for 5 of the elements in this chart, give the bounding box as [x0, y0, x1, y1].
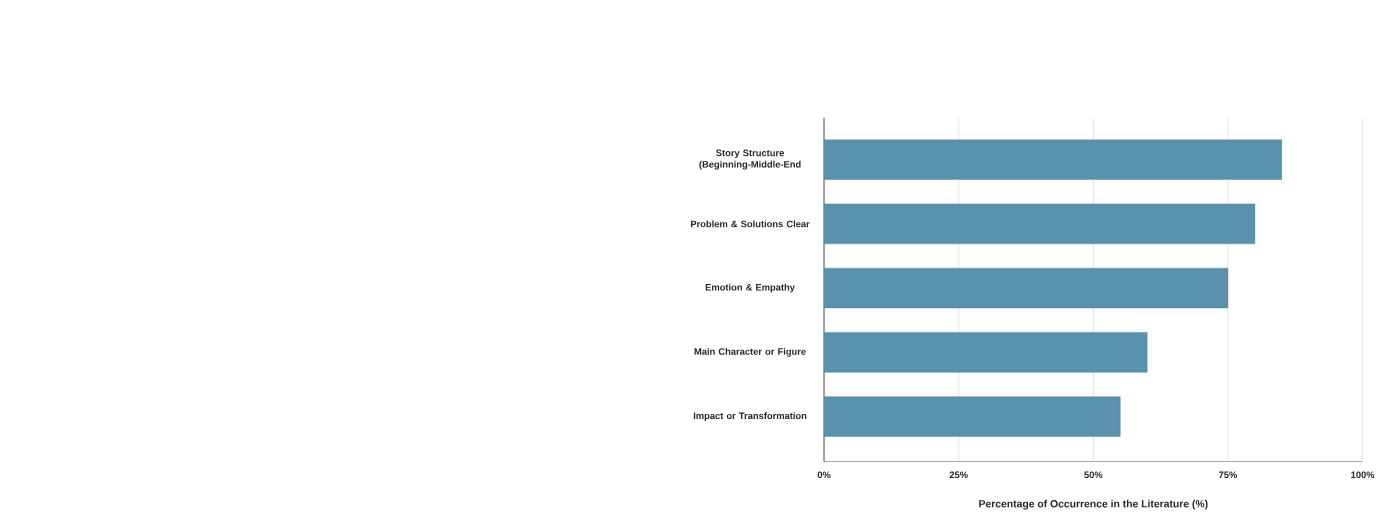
bar [824, 332, 1148, 373]
bar [824, 139, 1283, 181]
bar [824, 204, 1256, 245]
bar [824, 396, 1121, 438]
bar [824, 268, 1229, 309]
